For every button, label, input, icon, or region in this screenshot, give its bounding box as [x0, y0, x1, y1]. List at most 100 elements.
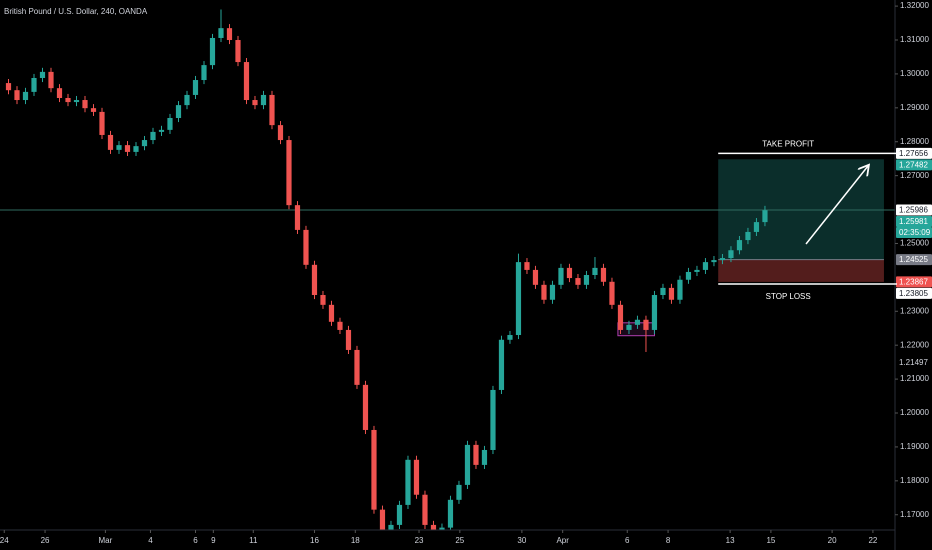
candle-body	[73, 100, 80, 103]
chart-title: British Pound / U.S. Dollar, 240, OANDA	[4, 7, 148, 16]
candle-body	[354, 349, 360, 385]
y-tick-label: 1.32000	[900, 1, 929, 10]
y-tick-label: 1.18000	[900, 476, 929, 485]
y-tick-label: 1.30000	[900, 69, 929, 78]
candle-body	[753, 222, 760, 232]
price-label-box	[896, 204, 932, 216]
price-label-box	[896, 147, 932, 159]
price-axis: 1.32000 1.31000 1.30000 1.29000 1.28000 1.270…	[895, 1, 932, 519]
x-tick-label: 15	[766, 536, 775, 545]
candle-body	[558, 267, 564, 285]
x-tick-label: 6	[193, 536, 198, 545]
candle-body	[694, 269, 700, 272]
x-tick-label: Mar	[99, 536, 113, 545]
candle-body	[379, 509, 386, 530]
candle-body	[252, 100, 258, 106]
candle-body	[158, 129, 165, 132]
price-label-box	[896, 287, 932, 299]
x-tick-label: 6	[625, 536, 630, 545]
candle-body	[609, 281, 615, 305]
candle-body	[507, 335, 513, 340]
y-tick-label: 1.21000	[900, 374, 929, 383]
price-label: 1.23805	[899, 289, 928, 298]
y-tick-label: 1.17000	[900, 510, 929, 519]
candle-body	[14, 90, 20, 101]
candle-body	[532, 269, 539, 285]
candle-body	[668, 287, 675, 300]
candle-body	[150, 131, 156, 141]
countdown-box	[896, 227, 932, 239]
candle-body	[82, 100, 88, 109]
candle-body	[473, 444, 479, 465]
candle-body	[311, 264, 318, 296]
candle-body	[226, 28, 233, 41]
candle-body	[260, 94, 267, 106]
price-label: 1.27482	[899, 161, 928, 170]
candle-body	[90, 108, 97, 112]
candle-body	[201, 65, 207, 81]
candle-body	[167, 118, 173, 130]
countdown: 02:35:09	[899, 228, 931, 237]
candle-body	[592, 267, 598, 276]
price-label: 1.25981	[899, 217, 928, 226]
x-tick-label: 8	[666, 536, 671, 545]
candle-body	[99, 111, 105, 135]
candle-body	[515, 262, 522, 336]
candle-body	[481, 449, 488, 465]
x-tick-label: 26	[41, 536, 50, 545]
price-label-box	[896, 356, 932, 368]
candle-body	[337, 321, 343, 330]
candle-body	[413, 459, 420, 495]
x-tick-label: 11	[249, 536, 258, 545]
candle-body	[303, 229, 309, 265]
candle-body	[617, 304, 624, 330]
candle-body	[626, 324, 632, 330]
x-tick-label: 24	[0, 536, 9, 545]
price-label: 1.25986	[899, 206, 928, 215]
candle-body	[600, 267, 607, 282]
candle-body	[141, 140, 148, 147]
candle-body	[736, 240, 743, 251]
candle-body	[643, 319, 649, 330]
y-tick-label: 1.19000	[900, 442, 929, 451]
candle-body	[328, 304, 335, 322]
x-tick-label: 20	[828, 536, 837, 545]
price-label: 1.24525	[899, 255, 928, 264]
candle-body	[345, 329, 352, 350]
candle-body	[541, 284, 547, 300]
candle-body	[583, 275, 590, 285]
candle-body	[218, 28, 224, 38]
candle-body	[651, 295, 658, 330]
x-tick-label: 30	[517, 536, 526, 545]
candle-body	[498, 339, 505, 390]
candle-body	[388, 524, 394, 530]
y-tick-label: 1.20000	[900, 408, 929, 417]
x-tick-label: 25	[455, 536, 464, 545]
candle-body	[124, 145, 131, 152]
candle-body	[566, 267, 573, 279]
x-tick-label: 9	[211, 536, 216, 545]
arrow	[805, 166, 868, 245]
candle-body	[711, 260, 717, 263]
candle-body	[5, 83, 12, 91]
stop-loss-label: STOP LOSS	[766, 292, 811, 301]
candle-body	[524, 262, 530, 270]
candle-body	[702, 262, 709, 270]
y-tick-label: 1.31000	[900, 35, 929, 44]
candle-body	[677, 279, 683, 300]
candle-body	[422, 494, 428, 525]
price-label: 1.27656	[899, 149, 928, 158]
candle-body	[396, 504, 403, 525]
candle-body	[447, 499, 454, 528]
candle-body	[362, 384, 369, 430]
candle-body	[39, 71, 46, 78]
price-label-box	[896, 216, 932, 228]
stop-zone	[718, 259, 884, 282]
x-tick-label: 4	[148, 536, 153, 545]
candle-body	[719, 258, 726, 261]
candle-body	[277, 125, 284, 141]
candle-body	[728, 250, 734, 259]
price-label: 1.23867	[899, 277, 928, 286]
take-profit-label: TAKE PROFIT	[762, 140, 814, 149]
